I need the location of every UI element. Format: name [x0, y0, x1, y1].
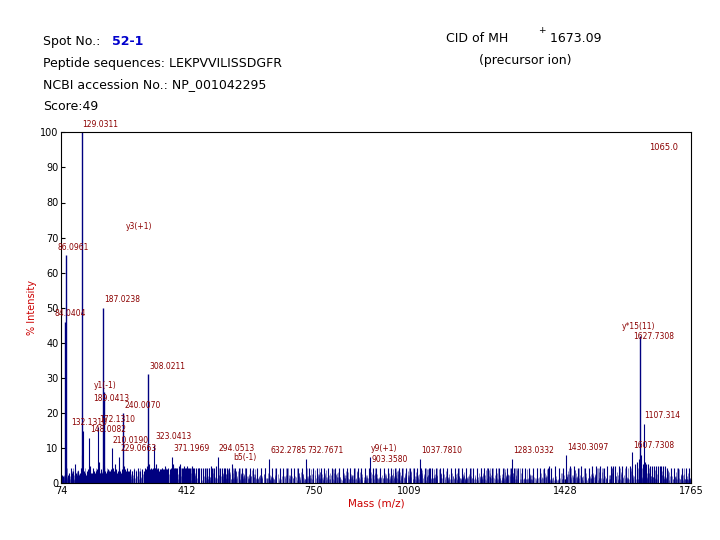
Text: 132.1310: 132.1310	[71, 418, 107, 427]
Text: 189.0413: 189.0413	[94, 394, 130, 403]
Text: NCBI accession No.: NP_001042295: NCBI accession No.: NP_001042295	[43, 78, 266, 91]
Text: y1(-1): y1(-1)	[94, 381, 117, 390]
X-axis label: Mass (m/z): Mass (m/z)	[348, 499, 405, 509]
Text: 172.1310: 172.1310	[99, 415, 135, 423]
Text: 229.0663: 229.0663	[120, 444, 156, 454]
Text: Spot No.:: Spot No.:	[43, 35, 104, 48]
Text: 371.1969: 371.1969	[173, 444, 210, 454]
Text: (precursor ion): (precursor ion)	[479, 54, 571, 67]
Text: 187.0238: 187.0238	[104, 295, 140, 304]
Text: 210.0190: 210.0190	[113, 436, 149, 445]
Text: 732.7671: 732.7671	[307, 446, 343, 455]
Text: 240.0070: 240.0070	[124, 401, 161, 409]
Text: y*15(11): y*15(11)	[622, 322, 655, 330]
Text: Peptide sequences: LEKPVVILISSDGFR: Peptide sequences: LEKPVVILISSDGFR	[43, 57, 282, 70]
Text: Score:49: Score:49	[43, 100, 99, 113]
Text: 1627.7308: 1627.7308	[634, 332, 675, 341]
Text: +: +	[539, 26, 546, 35]
Text: CID of MH: CID of MH	[446, 32, 508, 45]
Text: 323.0413: 323.0413	[155, 432, 192, 441]
Text: 1037.7810: 1037.7810	[421, 446, 462, 455]
Text: y9(+1): y9(+1)	[372, 444, 397, 454]
Text: 632.2785: 632.2785	[270, 446, 306, 455]
Text: 129.0311: 129.0311	[82, 120, 118, 129]
Text: 148.0082: 148.0082	[90, 425, 126, 434]
Text: 1607.7308: 1607.7308	[634, 441, 675, 450]
Text: 52-1: 52-1	[112, 35, 143, 48]
Text: 1107.314: 1107.314	[644, 411, 680, 420]
Text: 1673.09: 1673.09	[546, 32, 601, 45]
Text: 84.0404: 84.0404	[55, 309, 86, 319]
Text: 294.0513: 294.0513	[219, 444, 255, 454]
Text: 308.0211: 308.0211	[150, 362, 186, 371]
Text: 1283.0332: 1283.0332	[513, 446, 554, 455]
Y-axis label: % Intensity: % Intensity	[27, 280, 37, 335]
Text: b5(-1): b5(-1)	[233, 453, 256, 462]
Text: 1065.0: 1065.0	[649, 143, 678, 152]
Text: 903.3580: 903.3580	[372, 455, 408, 464]
Text: 86.0961: 86.0961	[58, 242, 89, 252]
Text: y3(+1): y3(+1)	[126, 221, 153, 231]
Text: 1430.3097: 1430.3097	[567, 443, 608, 451]
